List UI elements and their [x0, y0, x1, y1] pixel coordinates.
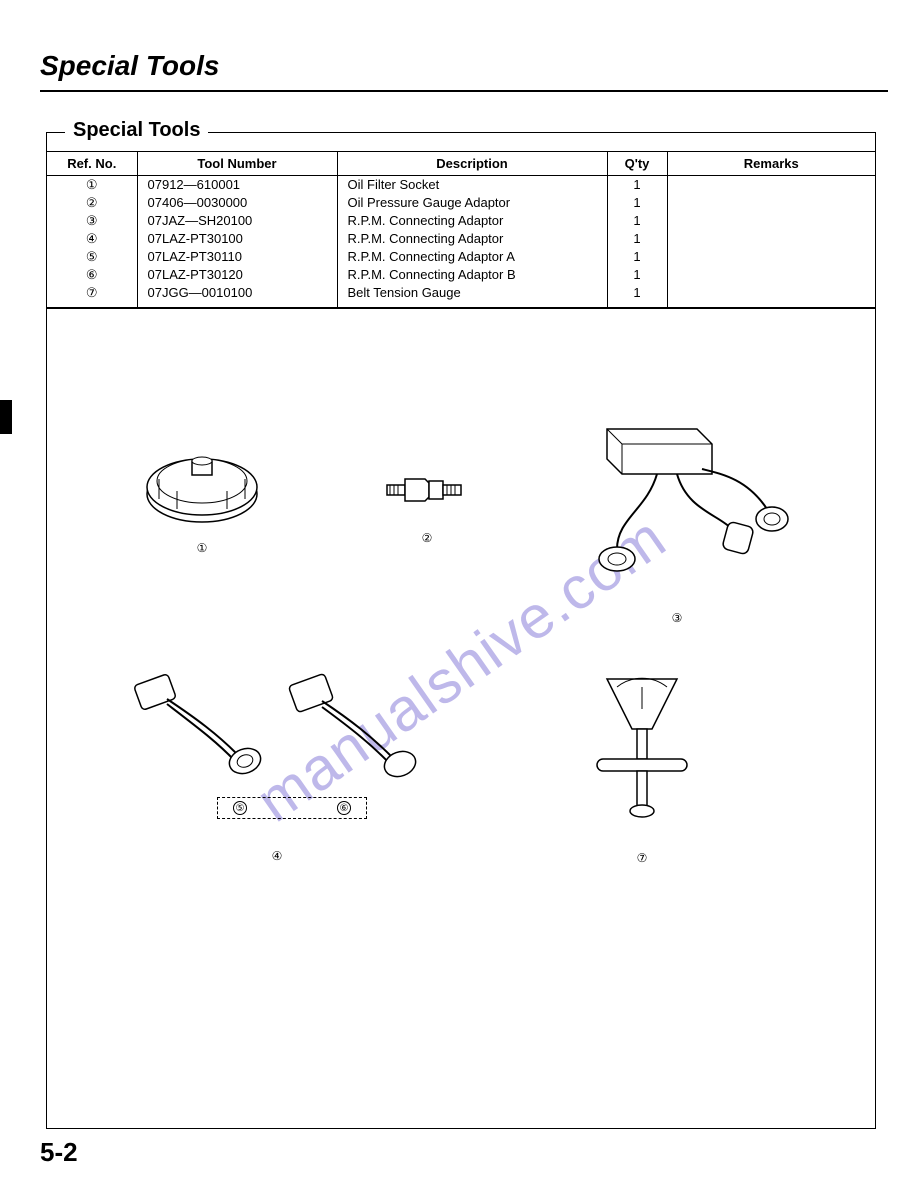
oil-filter-socket-icon: [137, 439, 267, 529]
col-rem-header: Remarks: [667, 152, 875, 176]
tool-figure-7: ⑦: [567, 669, 717, 867]
figure-label-3: ③: [668, 610, 687, 626]
cell-desc: R.P.M. Connecting Adaptor: [337, 230, 607, 248]
cell-tool: 07JAZ—SH20100: [137, 212, 337, 230]
col-desc-header: Description: [337, 152, 607, 176]
cell-ref: ⑥: [47, 266, 137, 284]
table-row: ⑤07LAZ-PT30110R.P.M. Connecting Adaptor …: [47, 248, 875, 266]
cell-ref: ④: [47, 230, 137, 248]
page-title: Special Tools: [40, 50, 888, 82]
page-number: 5-2: [40, 1137, 78, 1168]
cell-remarks: [667, 266, 875, 284]
tools-fieldset: Special Tools Ref. No. Tool Number Descr…: [46, 132, 876, 309]
table-header-row: Ref. No. Tool Number Description Q'ty Re…: [47, 152, 875, 176]
table-row: ②07406—0030000Oil Pressure Gauge Adaptor…: [47, 194, 875, 212]
table-row: ③07JAZ—SH20100R.P.M. Connecting Adaptor1: [47, 212, 875, 230]
cell-qty: 1: [607, 176, 667, 195]
cell-ref: ③: [47, 212, 137, 230]
cell-qty: 1: [607, 266, 667, 284]
rpm-adaptor-box-icon: [547, 419, 807, 599]
figure-label-6: ⑥: [337, 801, 351, 815]
cell-remarks: [667, 284, 875, 308]
cell-ref: ①: [47, 176, 137, 195]
figure-label-7: ⑦: [633, 850, 652, 866]
cell-tool: 07LAZ-PT30100: [137, 230, 337, 248]
cell-tool: 07JGG—0010100: [137, 284, 337, 308]
cell-ref: ⑦: [47, 284, 137, 308]
table-row: ⑥07LAZ-PT30120R.P.M. Connecting Adaptor …: [47, 266, 875, 284]
cell-tool: 07LAZ-PT30120: [137, 266, 337, 284]
cell-remarks: [667, 230, 875, 248]
tools-table: Ref. No. Tool Number Description Q'ty Re…: [47, 151, 875, 308]
manual-page: Special Tools Special Tools Ref. No. Too…: [0, 0, 918, 1188]
cell-qty: 1: [607, 212, 667, 230]
cell-desc: Oil Pressure Gauge Adaptor: [337, 194, 607, 212]
figure-label-5: ⑤: [233, 801, 247, 815]
cell-qty: 1: [607, 248, 667, 266]
table-row: ④07LAZ-PT30100R.P.M. Connecting Adaptor1: [47, 230, 875, 248]
cell-desc: Belt Tension Gauge: [337, 284, 607, 308]
cell-tool: 07LAZ-PT30110: [137, 248, 337, 266]
cell-remarks: [667, 212, 875, 230]
figure-label-4: ④: [268, 848, 287, 864]
fieldset-legend: Special Tools: [65, 119, 208, 142]
edge-tab: [0, 400, 12, 434]
col-ref-header: Ref. No.: [47, 152, 137, 176]
cell-desc: R.P.M. Connecting Adaptor B: [337, 266, 607, 284]
tool-figure-4: ⑤ ⑥ ④: [117, 659, 437, 865]
cell-qty: 1: [607, 284, 667, 308]
cell-ref: ②: [47, 194, 137, 212]
rpm-adaptor-pair-icon: [117, 659, 437, 809]
cell-remarks: [667, 248, 875, 266]
table-row: ①07912—610001Oil Filter Socket1: [47, 176, 875, 195]
pressure-adaptor-icon: [377, 459, 477, 519]
table-row: ⑦07JGG—0010100Belt Tension Gauge1: [47, 284, 875, 308]
cell-qty: 1: [607, 194, 667, 212]
cell-desc: R.P.M. Connecting Adaptor: [337, 212, 607, 230]
cell-remarks: [667, 194, 875, 212]
cell-qty: 1: [607, 230, 667, 248]
cell-desc: Oil Filter Socket: [337, 176, 607, 195]
cell-tool: 07912—610001: [137, 176, 337, 195]
cell-ref: ⑤: [47, 248, 137, 266]
figure-label-2: ②: [418, 530, 437, 546]
col-qty-header: Q'ty: [607, 152, 667, 176]
col-tool-header: Tool Number: [137, 152, 337, 176]
belt-tension-gauge-icon: [567, 669, 717, 839]
figure-label-1: ①: [193, 540, 212, 556]
table-body: ①07912—610001Oil Filter Socket1②07406—00…: [47, 176, 875, 308]
tool-figure-3: ③: [547, 419, 807, 627]
cell-desc: R.P.M. Connecting Adaptor A: [337, 248, 607, 266]
tool-figure-2: ②: [377, 459, 477, 547]
diagram-area: manualshive.com ①: [46, 309, 876, 1129]
cell-tool: 07406—0030000: [137, 194, 337, 212]
cell-remarks: [667, 176, 875, 195]
tool-figure-1: ①: [137, 439, 267, 557]
title-rule: [40, 90, 888, 92]
